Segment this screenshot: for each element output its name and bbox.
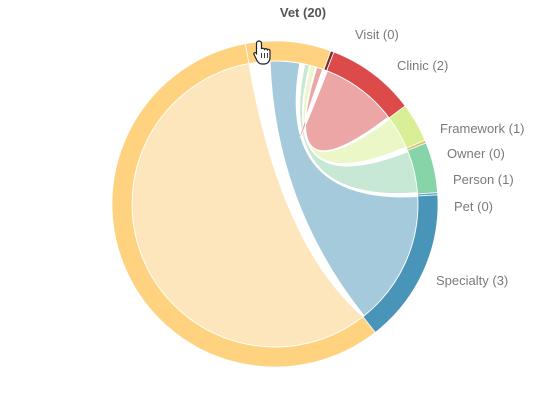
label-framework[interactable]: Framework (1) [440,121,525,136]
label-owner[interactable]: Owner (0) [447,146,505,161]
arc-specialty[interactable] [362,194,439,334]
chord-links [131,60,419,348]
label-clinic[interactable]: Clinic (2) [397,58,448,73]
group-labels: Vet (20) Visit (0) Clinic (2) Framework (1)… [280,5,525,288]
label-specialty[interactable]: Specialty (3) [436,273,508,288]
arc-vet-main[interactable] [111,43,376,368]
label-person[interactable]: Person (1) [453,172,514,187]
label-visit[interactable]: Visit (0) [355,27,399,42]
label-pet[interactable]: Pet (0) [454,199,493,214]
label-vet[interactable]: Vet (20) [280,5,326,20]
